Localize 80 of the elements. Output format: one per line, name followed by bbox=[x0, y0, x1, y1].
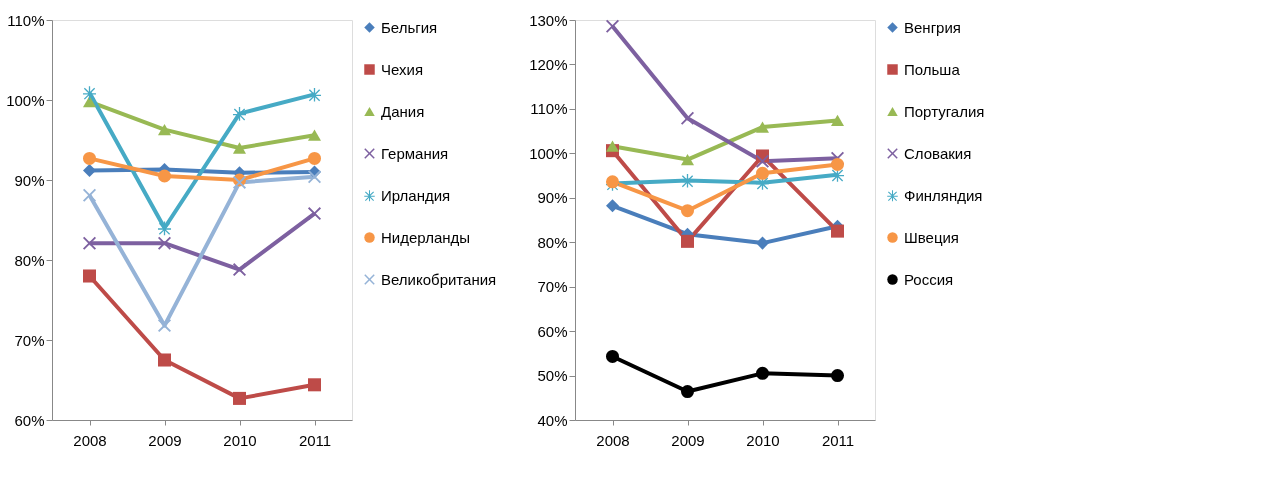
point bbox=[157, 353, 172, 367]
point bbox=[307, 207, 322, 221]
point bbox=[755, 121, 770, 133]
legend-label: Португалия bbox=[904, 102, 985, 120]
x-tick-label: 2011 bbox=[821, 431, 855, 449]
x-tick-label: 2009 bbox=[148, 431, 182, 449]
point bbox=[82, 95, 97, 108]
point bbox=[157, 236, 172, 250]
point bbox=[82, 269, 97, 283]
point bbox=[680, 204, 695, 218]
y-tick-label: 80% bbox=[14, 251, 45, 269]
point bbox=[82, 163, 97, 177]
x-tick-label: 2009 bbox=[671, 431, 705, 449]
y-tick-label: 50% bbox=[537, 367, 568, 385]
point bbox=[82, 86, 97, 100]
y-tick-label: 100% bbox=[529, 144, 568, 162]
legend-label: Чехия bbox=[381, 60, 424, 78]
legend-label: Великобритания bbox=[381, 270, 497, 288]
x-tick-label: 2010 bbox=[223, 431, 257, 449]
point bbox=[605, 140, 620, 152]
y-tick-label: 70% bbox=[14, 331, 45, 349]
point bbox=[605, 349, 620, 363]
legend-label: Словакия bbox=[904, 144, 972, 162]
y-tick-label: 70% bbox=[537, 278, 568, 296]
point bbox=[755, 166, 770, 180]
point bbox=[82, 151, 97, 165]
point bbox=[680, 234, 695, 248]
y-tick-label: 80% bbox=[537, 233, 568, 251]
y-tick-label: 120% bbox=[529, 55, 568, 73]
point bbox=[82, 236, 97, 250]
point bbox=[830, 369, 845, 383]
point bbox=[830, 168, 845, 182]
point bbox=[680, 173, 695, 188]
point bbox=[605, 19, 620, 33]
legend-label: Польша bbox=[904, 60, 961, 78]
legend-label: Ирландия bbox=[381, 186, 451, 204]
legend-label: Нидерланды bbox=[381, 228, 471, 246]
point bbox=[307, 129, 322, 141]
point bbox=[232, 107, 247, 121]
point bbox=[830, 157, 845, 171]
legend-label: Дания bbox=[381, 102, 425, 120]
y-tick-label: 60% bbox=[537, 322, 568, 340]
point bbox=[82, 188, 97, 202]
y-tick-label: 100% bbox=[6, 91, 45, 109]
point bbox=[232, 391, 247, 405]
legend-label: Венгрия bbox=[904, 18, 961, 36]
point bbox=[605, 199, 620, 213]
point bbox=[680, 153, 695, 166]
point bbox=[830, 114, 845, 127]
point bbox=[232, 263, 247, 277]
y-tick-label: 40% bbox=[537, 411, 568, 429]
y-tick-label: 110% bbox=[530, 100, 568, 118]
point bbox=[755, 154, 770, 168]
x-tick-label: 2008 bbox=[73, 431, 107, 449]
point bbox=[307, 378, 322, 392]
x-tick-label: 2011 bbox=[298, 431, 332, 449]
point bbox=[232, 142, 247, 154]
point bbox=[680, 385, 695, 399]
point bbox=[680, 111, 695, 125]
legend-label: Россия bbox=[904, 270, 954, 288]
legend-label: Бельгия bbox=[381, 18, 438, 36]
point bbox=[755, 366, 770, 380]
y-tick-label: 90% bbox=[14, 171, 45, 189]
legend-label: Швеция bbox=[904, 228, 959, 246]
point bbox=[830, 224, 845, 238]
point bbox=[157, 319, 172, 333]
point bbox=[755, 236, 770, 250]
y-tick-label: 90% bbox=[537, 189, 568, 207]
legend-label: Германия bbox=[381, 144, 449, 162]
point bbox=[307, 151, 322, 165]
x-tick-label: 2010 bbox=[746, 431, 780, 449]
y-tick-label: 110% bbox=[7, 11, 45, 29]
x-tick-label: 2008 bbox=[596, 431, 630, 449]
point bbox=[157, 169, 172, 183]
y-tick-label: 60% bbox=[14, 411, 45, 429]
point bbox=[157, 221, 172, 236]
point bbox=[307, 170, 322, 184]
y-tick-label: 130% bbox=[529, 11, 568, 29]
legend-label: Финляндия bbox=[904, 186, 983, 204]
point bbox=[157, 123, 172, 136]
